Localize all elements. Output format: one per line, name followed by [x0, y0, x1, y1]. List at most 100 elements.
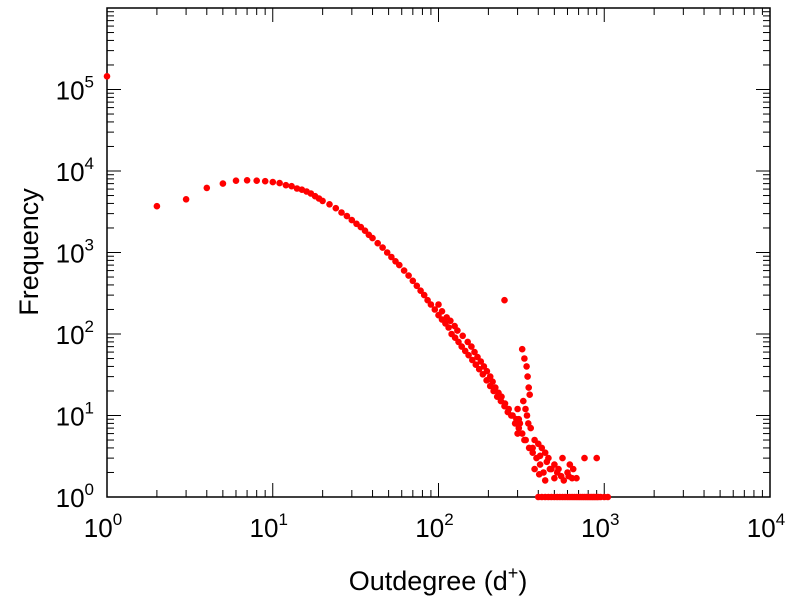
y-tick-label-exp: 3: [85, 236, 94, 255]
data-point: [388, 253, 395, 261]
y-tick-label: 105: [56, 73, 94, 106]
data-point: [593, 454, 600, 462]
data-point: [472, 361, 480, 369]
data-point: [514, 405, 521, 413]
data-point: [427, 301, 435, 308]
data-point: [560, 477, 568, 484]
data-point: [515, 415, 523, 423]
y-tick-label-exp: 2: [85, 317, 94, 336]
y-axis-label: Frequency: [14, 188, 44, 316]
data-point: [566, 461, 574, 468]
data-point: [319, 197, 326, 205]
x-tick-label-base: 10: [415, 513, 444, 543]
data-point: [522, 405, 529, 413]
y-tick-label-exp: 1: [85, 399, 94, 418]
y-tick-label-exp: 0: [85, 480, 94, 499]
data-point: [332, 204, 340, 212]
data-point: [573, 474, 580, 482]
y-tick-label-base: 10: [56, 483, 85, 513]
data-point: [405, 272, 412, 279]
data-point: [559, 454, 566, 462]
x-tick-labels: 100 101 102 103 104: [84, 510, 785, 543]
data-point: [541, 477, 549, 484]
data-point: [501, 296, 508, 304]
axis-ticks: [106, 8, 770, 498]
x-tick-label-exp: 2: [444, 510, 453, 529]
y-tick-label: 100: [56, 480, 94, 513]
data-point: [253, 177, 260, 184]
data-point: [529, 449, 536, 457]
data-point: [383, 249, 391, 256]
data-point: [505, 405, 512, 413]
data-point: [518, 345, 526, 353]
x-axis-label: Outdegree (d+): [349, 563, 528, 596]
data-point: [435, 301, 442, 308]
data-point: [536, 461, 544, 468]
data-point: [523, 363, 530, 370]
data-point: [524, 373, 531, 380]
data-point: [369, 234, 376, 242]
x-tick-label-base: 10: [581, 513, 610, 543]
data-point: [431, 306, 439, 313]
data-point: [288, 182, 295, 190]
data-point: [477, 358, 485, 365]
x-tick-label-exp: 4: [776, 510, 785, 529]
y-tick-label-base: 10: [56, 157, 85, 187]
x-tick-label: 104: [747, 510, 785, 543]
data-point: [232, 177, 240, 184]
data-point: [569, 465, 577, 473]
data-point: [480, 363, 488, 370]
y-tick-label: 104: [56, 154, 94, 187]
data-point: [445, 324, 452, 331]
x-tick-label-exp: 3: [610, 510, 619, 529]
data-point: [525, 384, 532, 391]
data-point: [261, 177, 269, 185]
data-point: [521, 436, 528, 444]
x-axis-label-sup: +: [508, 563, 519, 583]
data-point: [489, 378, 496, 386]
x-tick-label-exp: 0: [113, 510, 122, 529]
data-point: [417, 287, 424, 295]
y-tick-label-base: 10: [56, 320, 85, 350]
data-point: [343, 212, 351, 220]
data-point: [413, 282, 421, 290]
data-point: [604, 493, 612, 501]
x-tick-label: 103: [581, 510, 619, 543]
data-point: [498, 393, 505, 401]
x-tick-label-base: 10: [747, 513, 776, 543]
y-tick-label-base: 10: [56, 76, 85, 106]
data-point: [541, 449, 549, 457]
x-tick-label-exp: 1: [278, 510, 287, 529]
data-point: [459, 332, 467, 340]
data-point: [153, 202, 161, 210]
data-point: [464, 338, 472, 346]
data-point: [527, 424, 534, 432]
data-point: [486, 373, 494, 380]
y-tick-label-exp: 5: [85, 73, 94, 92]
data-point: [518, 430, 526, 437]
plot-frame: [106, 7, 771, 498]
y-tick-label: 101: [56, 399, 94, 432]
data-point: [514, 430, 521, 437]
data-point: [469, 356, 476, 364]
data-point: [536, 452, 544, 460]
data-point: [203, 184, 211, 192]
data-point: [555, 465, 562, 473]
data-point: [538, 444, 546, 452]
data-point: [501, 400, 509, 407]
data-point: [409, 277, 417, 285]
data-point: [468, 343, 475, 350]
data-point: [326, 201, 333, 208]
x-tick-label: 102: [415, 510, 453, 543]
data-point: [543, 458, 551, 466]
y-tick-label: 102: [56, 317, 94, 350]
data-point: [379, 244, 386, 251]
data-point: [348, 216, 356, 224]
data-point: [447, 317, 454, 325]
data-point: [455, 338, 462, 346]
data-point: [546, 465, 554, 473]
data-point: [551, 474, 558, 482]
data-point: [523, 412, 531, 419]
